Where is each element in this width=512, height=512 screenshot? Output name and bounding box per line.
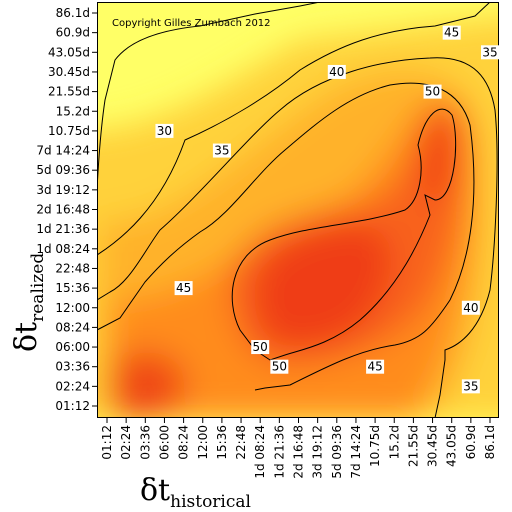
y-tick-label: 1d 08:24 [36, 242, 90, 256]
x-tick-label: 43.05d [445, 425, 459, 467]
x-tick-label: 08:24 [177, 425, 191, 460]
contour-40 [97, 57, 498, 418]
y-tick-label: 1d 21:36 [36, 222, 90, 236]
x-tick-label: 10.75d [368, 425, 382, 467]
heatmap-surface [97, 2, 499, 418]
contour-50-main [231, 108, 457, 361]
x-axis-title-main: δt [140, 473, 170, 508]
contour-label: 35 [214, 144, 229, 158]
x-tick-label: 7d 14:24 [349, 425, 363, 479]
y-tick-label: 15.2d [56, 104, 90, 118]
contour-label-box [251, 340, 270, 355]
contour-30 [97, 2, 321, 191]
contour-label: 40 [463, 301, 478, 315]
contour-label-box [442, 25, 461, 40]
x-axis: 01:12 02:24 03:36 06:00 08:24 12:00 15:36 22:48… [100, 418, 497, 479]
contour-label: 45 [444, 26, 459, 40]
x-tick-label: 2d 16:48 [292, 425, 306, 479]
x-tick-label: 60.9d [464, 425, 478, 459]
y-tick-label: 60.9d [56, 26, 90, 40]
contour-lines [97, 2, 498, 418]
x-tick-label: 30.45d [426, 425, 440, 467]
copyright-notice: Copyright Gilles Zumbach 2012 [112, 18, 271, 29]
y-axis-title: δtrealized [9, 253, 48, 352]
contour-label-box [270, 359, 289, 374]
contour-label: 50 [253, 340, 268, 354]
contour-label-box [461, 379, 480, 394]
contour-label: 50 [425, 85, 440, 99]
x-tick-label: 86.1d [483, 425, 497, 459]
plot-frame [97, 2, 499, 418]
contour-label: 35 [463, 379, 478, 393]
contour-label-box [212, 143, 231, 158]
y-tick-label: 03:36 [55, 360, 90, 374]
x-tick-label: 3d 19:12 [311, 425, 325, 479]
y-tick-label: 06:00 [55, 340, 90, 354]
contour-label-box [481, 45, 499, 60]
y-tick-label: 21.55d [48, 85, 90, 99]
x-tick-label: 06:00 [157, 425, 171, 460]
y-tick-label: 30.45d [48, 65, 90, 79]
y-tick-label: 22:48 [55, 261, 90, 275]
contour-label: 50 [272, 360, 287, 374]
contour-label-box [366, 359, 385, 374]
heat-core-center [254, 224, 392, 347]
x-tick-label: 1d 21:36 [272, 425, 286, 479]
x-tick-label: 01:12 [100, 425, 114, 460]
heat-core-upper [417, 115, 457, 200]
y-tick-label: 7d 14:24 [36, 144, 90, 158]
x-tick-label: 15:36 [215, 425, 229, 460]
contour-labels: 30 35 40 45 50 45 50 50 45 40 35 35 [155, 25, 499, 394]
x-axis-title: δthistorical [140, 473, 251, 512]
y-tick-label: 86.1d [56, 6, 90, 20]
contour-35 [97, 2, 491, 256]
contour-label-box [423, 84, 442, 99]
x-tick-label: 22:48 [234, 425, 248, 460]
x-tick-label: 02:24 [119, 425, 133, 460]
y-tick-label: 02:24 [55, 379, 90, 393]
heat-core-corner [110, 351, 186, 418]
y-tick-label: 12:00 [55, 301, 90, 315]
contour-label-box [155, 123, 174, 138]
contour-label: 30 [157, 124, 172, 138]
contour-label-box [174, 281, 193, 296]
contour-label: 45 [367, 360, 382, 374]
y-tick-label: 10.75d [48, 124, 90, 138]
y-axis-title-sub: realized [28, 253, 48, 322]
x-tick-label: 12:00 [196, 425, 210, 460]
contour-label-box [327, 64, 346, 79]
x-axis-title-sub: historical [170, 492, 251, 512]
y-tick-label: 3d 19:12 [36, 183, 90, 197]
y-axis-title-main: δt [9, 322, 44, 352]
y-tick-label: 43.05d [48, 45, 90, 59]
x-tick-label: 5d 09:36 [330, 425, 344, 479]
x-tick-label: 03:36 [138, 425, 152, 460]
y-axis: 01:12 02:24 03:36 06:00 08:24 12:00 15:36 22:48… [36, 6, 97, 413]
y-tick-label: 08:24 [55, 320, 90, 334]
contour-label: 40 [329, 65, 344, 79]
contour-label-box [461, 300, 480, 315]
x-tick-label: 1d 08:24 [253, 425, 267, 479]
y-tick-label: 5d 09:36 [36, 163, 90, 177]
x-tick-label: 21.55d [406, 425, 420, 467]
contour-label: 45 [176, 281, 191, 295]
contour-label: 35 [482, 45, 497, 59]
y-tick-label: 01:12 [55, 399, 90, 413]
svg-text:δthistorical: δthistorical [140, 473, 251, 512]
contour-45 [97, 82, 475, 391]
svg-text:δtrealized: δtrealized [9, 253, 48, 352]
x-tick-label: 15.2d [387, 425, 401, 459]
y-tick-label: 2d 16:48 [36, 203, 90, 217]
y-tick-label: 15:36 [55, 281, 90, 295]
